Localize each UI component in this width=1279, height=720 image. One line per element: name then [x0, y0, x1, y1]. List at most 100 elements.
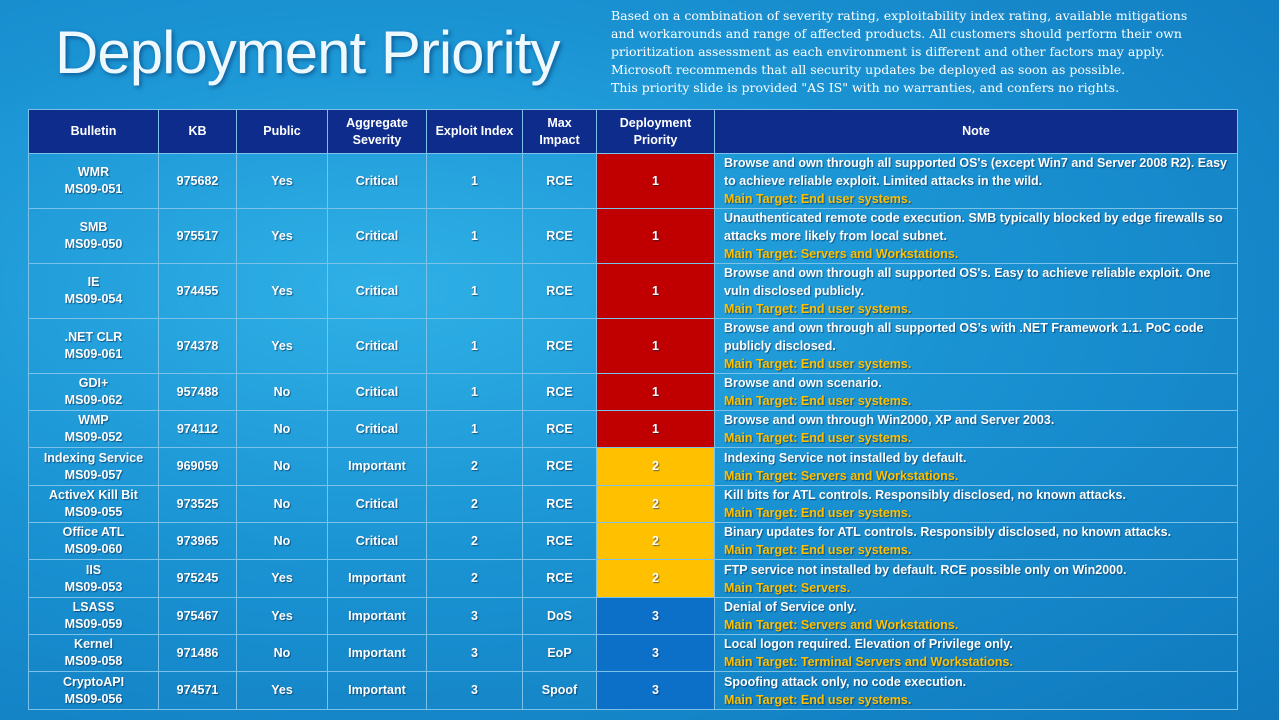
priority-cell: 2	[596, 522, 715, 560]
kb-cell: 971486	[158, 634, 237, 672]
note-text: Indexing Service not installed by defaul…	[724, 450, 967, 465]
max-impact-cell: RCE	[522, 410, 597, 448]
column-header-kb: KB	[158, 109, 237, 154]
public-cell: Yes	[236, 318, 328, 374]
public-cell: Yes	[236, 597, 328, 635]
table-row: ActiveX Kill Bit MS09-055 973525 No Criti…	[28, 485, 1238, 523]
bulletin-cell: Office ATL MS09-060	[28, 522, 159, 560]
note-cell: Browse and own through all supported OS'…	[714, 263, 1238, 319]
exploit-index-cell: 1	[426, 153, 523, 209]
priority-cell: 3	[596, 597, 715, 635]
bulletin-cell: LSASS MS09-059	[28, 597, 159, 635]
severity-cell: Critical	[327, 318, 427, 374]
exploit-index-cell: 3	[426, 634, 523, 672]
max-impact-cell: RCE	[522, 208, 597, 264]
max-impact-cell: RCE	[522, 522, 597, 560]
max-impact-cell: RCE	[522, 447, 597, 486]
bulletin-name: CryptoAPI	[62, 674, 125, 689]
disclaimer-line: Microsoft recommends that all security u…	[611, 62, 1126, 77]
kb-cell: 969059	[158, 447, 237, 486]
priority-cell: 1	[596, 318, 715, 374]
exploit-index-cell: 1	[426, 373, 523, 411]
public-cell: Yes	[236, 153, 328, 209]
bulletin-cell: CryptoAPI MS09-056	[28, 671, 159, 710]
note-text: Browse and own through Win2000, XP and S…	[724, 413, 1055, 427]
page-title: Deployment Priority	[55, 19, 561, 86]
severity-cell: Important	[327, 634, 427, 672]
bulletin-id: MS09-057	[64, 467, 123, 482]
note-text: Kill bits for ATL controls. Responsibly …	[724, 488, 1126, 502]
max-impact-cell: RCE	[522, 318, 597, 374]
kb-cell: 975245	[158, 559, 237, 598]
main-target-text: Main Target: End user systems.	[724, 692, 912, 707]
main-target-text: Main Target: Servers and Workstations.	[724, 247, 959, 261]
kb-cell: 975517	[158, 208, 237, 264]
exploit-index-cell: 2	[426, 447, 523, 486]
bulletin-id: MS09-059	[64, 617, 123, 631]
note-cell: Browse and own scenario. Main Target: End…	[714, 373, 1238, 411]
max-impact-cell: RCE	[522, 263, 597, 319]
bulletin-cell: Kernel MS09-058	[28, 634, 159, 672]
severity-cell: Important	[327, 597, 427, 635]
note-text: Browse and own through all supported OS'…	[724, 156, 1227, 188]
main-target-text: Main Target: End user systems.	[724, 506, 912, 520]
bulletin-name: SMB	[79, 220, 108, 234]
max-impact-cell: RCE	[522, 153, 597, 209]
column-header-public: Public	[236, 109, 328, 154]
table-row: WMR MS09-051 975682 Yes Critical 1 RCE 1 …	[28, 153, 1238, 209]
bulletin-id: MS09-062	[64, 393, 123, 407]
note-text: Local logon required. Elevation of Privi…	[724, 637, 1013, 651]
public-cell: No	[236, 485, 328, 523]
bulletin-name: ActiveX Kill Bit	[49, 488, 138, 502]
table-row: GDI+ MS09-062 957488 No Critical 1 RCE 1 …	[28, 373, 1238, 411]
note-text: Denial of Service only.	[724, 600, 857, 614]
table-row: IIS MS09-053 975245 Yes Important 2 RCE 2…	[28, 559, 1238, 598]
table-row: LSASS MS09-059 975467 Yes Important 3 DoS…	[28, 597, 1238, 635]
exploit-index-cell: 3	[426, 597, 523, 635]
note-cell: Denial of Service only. Main Target: Serv…	[714, 597, 1238, 635]
table-row: Office ATL MS09-060 973965 No Critical 2 …	[28, 522, 1238, 560]
severity-cell: Critical	[327, 410, 427, 448]
kb-cell: 973525	[158, 485, 237, 523]
bulletin-id: MS09-055	[64, 505, 123, 519]
bulletin-name: WMP	[78, 413, 109, 427]
disclaimer-line: and workarounds and range of affected pr…	[611, 26, 1182, 41]
note-text: FTP service not installed by default. RC…	[724, 562, 1127, 577]
disclaimer-line: Based on a combination of severity ratin…	[611, 8, 1188, 23]
bulletin-id: MS09-061	[64, 347, 123, 361]
header-line: Max	[547, 115, 572, 130]
kb-cell: 974571	[158, 671, 237, 710]
note-cell: Browse and own through all supported OS’…	[714, 318, 1238, 374]
severity-cell: Critical	[327, 522, 427, 560]
max-impact-cell: DoS	[522, 597, 597, 635]
max-impact-cell: RCE	[522, 559, 597, 598]
note-text: Spoofing attack only, no code execution.	[724, 674, 967, 689]
kb-cell: 973965	[158, 522, 237, 560]
priority-cell: 3	[596, 671, 715, 710]
note-text: Browse and own through all supported OS’…	[724, 321, 1204, 353]
table-row: .NET CLR MS09-061 974378 Yes Critical 1 R…	[28, 318, 1238, 374]
severity-cell: Critical	[327, 263, 427, 319]
bulletin-name: LSASS	[72, 600, 115, 614]
bulletin-cell: .NET CLR MS09-061	[28, 318, 159, 374]
header-line: Severity	[352, 132, 402, 147]
main-target-text: Main Target: End user systems.	[724, 192, 912, 206]
public-cell: No	[236, 634, 328, 672]
bulletin-cell: WMR MS09-051	[28, 153, 159, 209]
note-cell: Indexing Service not installed by defaul…	[714, 447, 1238, 486]
bulletin-name: IIS	[85, 562, 102, 577]
priority-cell: 2	[596, 447, 715, 486]
bulletin-name: Indexing Service	[43, 450, 144, 465]
bulletin-cell: IE MS09-054	[28, 263, 159, 319]
disclaimer-text: Based on a combination of severity ratin…	[611, 7, 1273, 97]
exploit-index-cell: 1	[426, 263, 523, 319]
note-cell: Unauthenticated remote code execution. S…	[714, 208, 1238, 264]
bulletin-name: Office ATL	[62, 525, 125, 539]
main-target-text: Main Target: Servers.	[724, 580, 851, 595]
table-row: WMP MS09-052 974112 No Critical 1 RCE 1 B…	[28, 410, 1238, 448]
main-target-text: Main Target: Servers and Workstations.	[724, 618, 959, 632]
column-header-exploit-index: Exploit Index	[426, 109, 523, 154]
bulletin-name: IE	[87, 275, 100, 289]
bulletin-cell: SMB MS09-050	[28, 208, 159, 264]
max-impact-cell: RCE	[522, 485, 597, 523]
